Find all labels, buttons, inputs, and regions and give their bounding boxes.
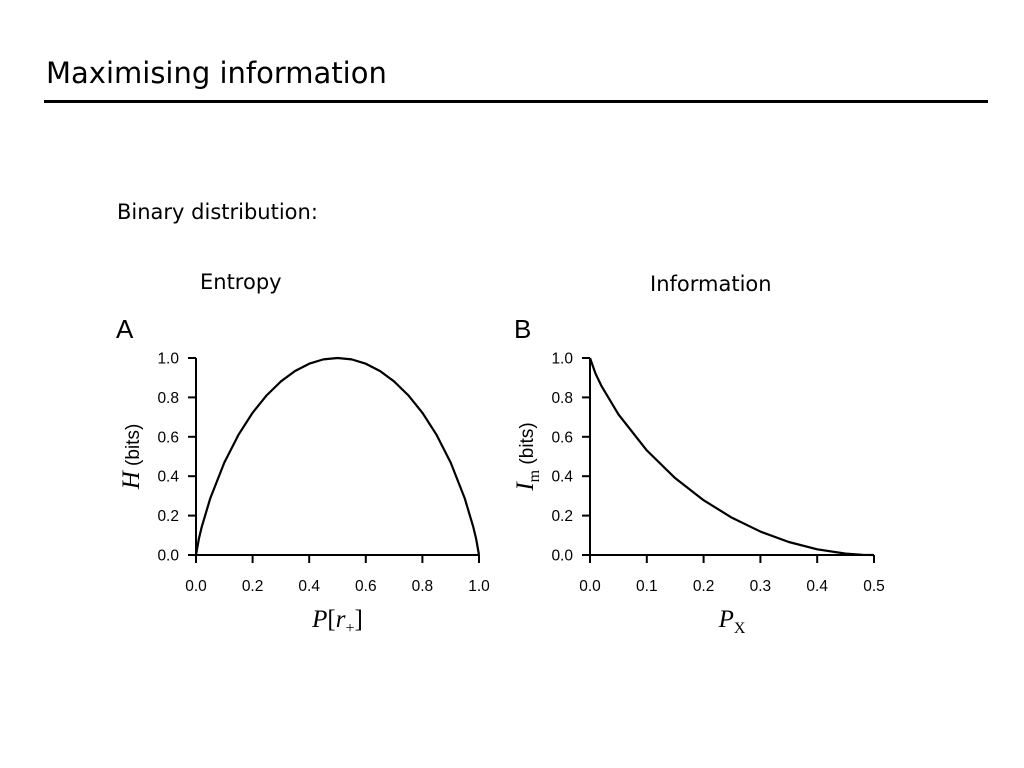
plot-title-information: Information [650, 272, 772, 296]
y-axis-label: H (bits) [118, 424, 145, 491]
x-tick-label: 0.2 [242, 578, 264, 595]
x-tick-label: 0.2 [693, 578, 715, 595]
x-axis-label: PX [718, 606, 746, 637]
x-tick-label: 0.4 [806, 578, 828, 595]
series-line [588, 357, 875, 557]
y-tick-label: 0.4 [157, 469, 179, 486]
x-tick-label: 0.5 [863, 578, 885, 595]
y-tick-label: 1.0 [551, 351, 573, 368]
y-tick-label: 0.4 [551, 469, 573, 486]
y-tick-label: 0.2 [551, 508, 573, 525]
panel-letter: A [116, 314, 134, 344]
x-tick-label: 0.1 [636, 578, 658, 595]
slide-title: Maximising information [46, 56, 387, 90]
series-line [194, 356, 481, 556]
x-tick-label: 1.0 [468, 578, 490, 595]
x-tick-label: 0.0 [579, 578, 601, 595]
slide-subtitle: Binary distribution: [117, 200, 318, 224]
y-axis-label: Im (bits) [512, 422, 543, 491]
y-tick-label: 0.8 [551, 390, 573, 407]
panel-letter: B [514, 314, 531, 344]
y-tick-label: 0.2 [157, 508, 179, 525]
y-tick-label: 0.0 [551, 548, 573, 565]
y-tick-label: 0.0 [157, 548, 179, 565]
x-tick-label: 0.8 [412, 578, 434, 595]
panel-a: A 0.0 0.2 0.4 0.6 0.8 1.0 0.0 0.2 0.4 0.6 0.8 1.0 H (… [116, 314, 490, 637]
x-tick-label: 0.4 [298, 578, 320, 595]
y-tick-label: 1.0 [157, 351, 179, 368]
title-rule [44, 100, 988, 103]
y-tick-label: 0.6 [551, 429, 573, 446]
x-axis-label: P[r+] [311, 606, 363, 637]
plot-title-entropy: Entropy [200, 270, 282, 294]
panel-b: B 0.0 0.2 0.4 0.6 0.8 1.0 0.0 0.1 0.2 0.3 0.4 0.5 Im … [512, 314, 885, 637]
y-tick-label: 0.8 [157, 390, 179, 407]
x-tick-label: 0.6 [355, 578, 377, 595]
x-tick-label: 0.3 [750, 578, 772, 595]
x-tick-label: 0.0 [185, 578, 207, 595]
y-tick-label: 0.6 [157, 429, 179, 446]
